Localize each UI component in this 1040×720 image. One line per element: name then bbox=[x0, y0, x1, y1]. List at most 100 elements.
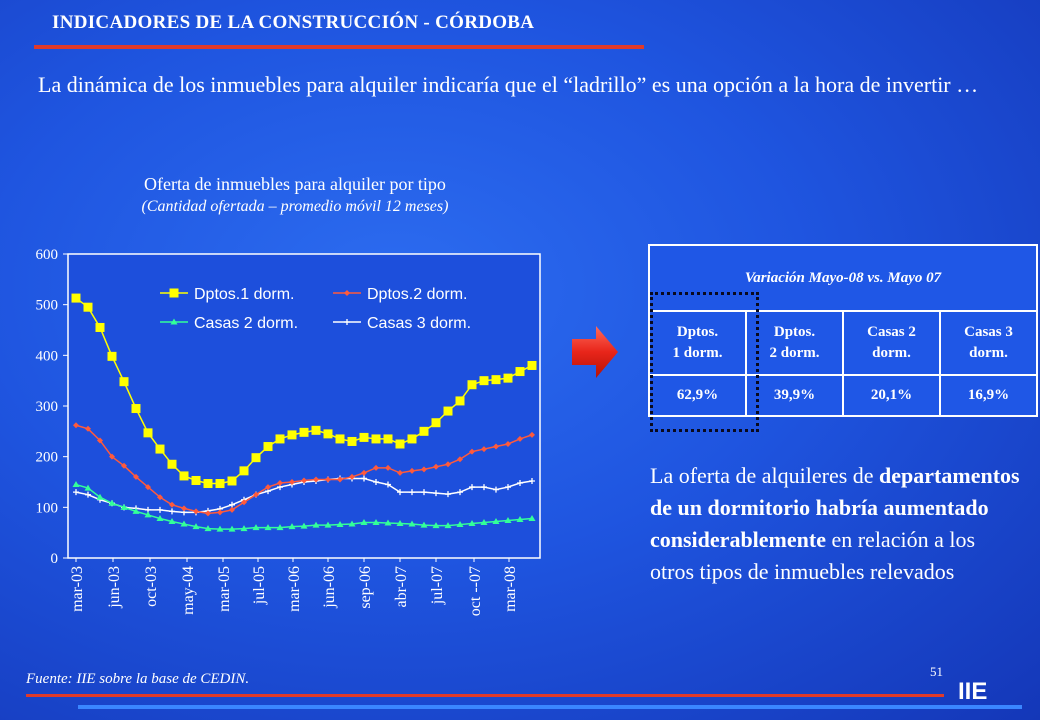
column-label-line1: Casas 3 bbox=[964, 324, 1013, 340]
series-casas-2-dorm-point bbox=[168, 518, 176, 525]
lead-paragraph: La dinámica de los inmuebles para alquil… bbox=[38, 72, 979, 97]
series-dptos-2-dorm-point bbox=[301, 477, 307, 484]
legend-label: Casas 3 dorm. bbox=[367, 315, 471, 332]
series-casas-2-dorm-point bbox=[132, 507, 140, 514]
series-casas-2-dorm-point bbox=[240, 525, 248, 532]
series-casas-2-dorm-point bbox=[96, 493, 104, 500]
series-dptos-1-dorm-point bbox=[83, 302, 93, 312]
series-casas-2-dorm-point bbox=[492, 518, 500, 525]
column-label-line2: 1 dorm. bbox=[672, 345, 723, 361]
series-dptos-1-dorm-point bbox=[107, 351, 117, 361]
x-tick-label: jun-03 bbox=[106, 566, 123, 609]
commentary-bold: departamentos de un dormitorio habría au… bbox=[650, 463, 1020, 552]
x-tick-label: oct-03 bbox=[143, 566, 160, 607]
x-tick-label: sep-06 bbox=[357, 566, 374, 609]
series-casas-2-dorm-point bbox=[480, 519, 488, 526]
series-dptos-1-dorm-point bbox=[431, 418, 441, 428]
series-dptos-2-dorm-point bbox=[205, 510, 211, 517]
series-dptos-2-dorm-point bbox=[277, 480, 283, 487]
series-dptos-1-dorm-point bbox=[479, 376, 489, 386]
chart-subtitle: (Cantidad ofertada – promedio móvil 12 m… bbox=[141, 198, 449, 215]
commentary-part1: La oferta de alquileres de bbox=[650, 463, 874, 488]
table-cell-value: 20,1% bbox=[842, 374, 941, 417]
series-dptos-2-dorm-point bbox=[265, 484, 271, 491]
legend-label: Dptos.2 dorm. bbox=[367, 286, 467, 303]
series-casas-2-dorm-point bbox=[72, 481, 80, 488]
series-dptos-2-dorm-point bbox=[73, 422, 79, 429]
column-label-line1: Casas 2 bbox=[867, 324, 916, 340]
series-casas-2-dorm-point bbox=[528, 514, 536, 521]
series-dptos-1-dorm-point bbox=[323, 429, 333, 439]
series-dptos-2-dorm-point bbox=[409, 467, 415, 474]
y-tick-label: 400 bbox=[36, 348, 59, 364]
series-dptos-2-dorm-point bbox=[133, 473, 139, 480]
series-dptos-1-dorm-point bbox=[155, 444, 165, 454]
series-dptos-1-dorm-point bbox=[515, 367, 525, 377]
column-label-line2: 2 dorm. bbox=[769, 345, 820, 361]
series-casas-3-dorm-point bbox=[397, 489, 403, 496]
series-dptos-1-dorm-point bbox=[443, 406, 453, 416]
series-dptos-1-dorm-point bbox=[503, 373, 513, 383]
series-dptos-2-dorm-point bbox=[241, 499, 247, 506]
source-note: Fuente: IIE sobre la base de CEDIN. bbox=[26, 671, 250, 687]
series-dptos-2-dorm-point bbox=[361, 469, 367, 476]
y-tick-label: 0 bbox=[51, 551, 59, 567]
series-dptos-1-dorm-point bbox=[215, 479, 225, 489]
series-dptos-1-dorm-point bbox=[191, 475, 201, 485]
series-casas-2-dorm-point bbox=[468, 520, 476, 527]
x-tick-label: abr-07 bbox=[393, 566, 410, 607]
table-cell-value: 39,9% bbox=[745, 374, 844, 417]
series-casas-3-dorm-point bbox=[421, 489, 427, 496]
rental-offer-chart: 0 100 200 300 400 500 600 mar-03 jun-03 oct-03 may… bbox=[36, 247, 541, 616]
series-casas-3-dorm-point bbox=[385, 481, 391, 488]
series-casas-2-dorm-point bbox=[360, 519, 368, 526]
legend-marker bbox=[344, 319, 350, 325]
series-dptos-2-dorm-point bbox=[337, 476, 343, 483]
legend-marker bbox=[169, 288, 179, 298]
plot-area bbox=[67, 253, 541, 559]
table-column-header: Dptos. 2 dorm. bbox=[745, 310, 844, 376]
series-dptos-1-dorm-point bbox=[371, 434, 381, 444]
series-dptos-2-dorm-point bbox=[433, 463, 439, 470]
column-label-line2: dorm. bbox=[969, 345, 1008, 361]
series-casas-2-dorm-point bbox=[228, 525, 236, 532]
table-column-header: Casas 2 dorm. bbox=[842, 310, 941, 376]
series-casas-3-dorm-point bbox=[85, 491, 91, 498]
series-dptos-1-dorm-point bbox=[239, 466, 249, 476]
page-number: 51 bbox=[930, 664, 943, 679]
series-casas-2-dorm-point bbox=[300, 522, 308, 529]
series-dptos-1-dorm-point bbox=[359, 432, 369, 442]
series-dptos-1-dorm-point bbox=[527, 360, 537, 370]
series-casas-2-dorm-point bbox=[420, 521, 428, 528]
table-cell-value: 16,9% bbox=[939, 374, 1038, 417]
series-casas-2-dorm-point bbox=[252, 524, 260, 531]
series-casas-2-dorm-point bbox=[336, 521, 344, 528]
series-dptos-1-dorm-point bbox=[119, 377, 129, 387]
series-dptos-2-dorm-point bbox=[529, 431, 535, 438]
series-dptos-2-dorm-point bbox=[445, 461, 451, 468]
series-casas-2-dorm-point bbox=[84, 484, 92, 491]
series-dptos-2-dorm-point bbox=[325, 476, 331, 483]
series-dptos-2-dorm-point bbox=[313, 476, 319, 483]
series-casas-2-dorm-point bbox=[120, 503, 128, 510]
y-tick-label: 300 bbox=[36, 399, 59, 415]
series-dptos-1-dorm-point bbox=[335, 434, 345, 444]
legend-marker bbox=[344, 290, 350, 296]
series-dptos-1-dorm-point bbox=[491, 375, 501, 385]
commentary-part2: en relación a los otros tipos de inmuebl… bbox=[650, 527, 976, 584]
footer-red-rule bbox=[26, 694, 944, 697]
series-dptos-1-dorm-point bbox=[131, 404, 141, 414]
series-dptos-1-dorm-point bbox=[395, 439, 405, 449]
y-tick-label: 600 bbox=[36, 247, 59, 263]
series-dptos-2-dorm-point bbox=[289, 479, 295, 485]
series-dptos-1-dorm-point bbox=[95, 322, 105, 332]
series-casas-2-dorm-point bbox=[372, 519, 380, 526]
x-tick-label: mar-08 bbox=[502, 566, 519, 612]
series-dptos-2-dorm-point bbox=[181, 505, 187, 512]
series-dptos-1-dorm-point bbox=[467, 380, 477, 390]
series-dptos-2-dorm-point bbox=[145, 484, 151, 491]
x-tick-label: mar-06 bbox=[286, 566, 303, 612]
series-casas-3-dorm-point bbox=[73, 489, 79, 496]
series-dptos-1-dorm-point bbox=[143, 428, 153, 438]
series-casas-3-dorm-point bbox=[457, 489, 463, 496]
